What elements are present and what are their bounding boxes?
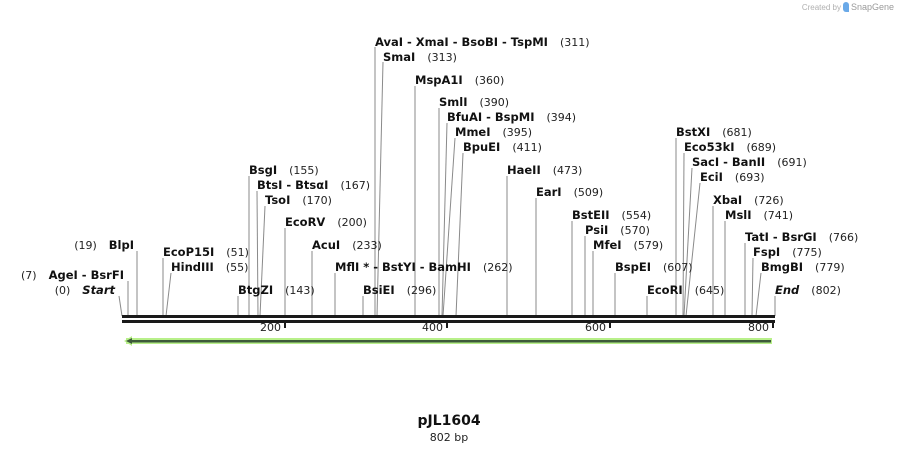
site-label[interactable]: EcoP15I (51) [163, 245, 249, 259]
site-label[interactable]: PsiI (570) [585, 223, 650, 237]
leader-start [118, 295, 123, 317]
site-label[interactable]: MmeI (395) [455, 125, 532, 139]
site-label[interactable]: (19) BlpI [74, 238, 134, 252]
site-label[interactable]: BtgZI (143) [238, 283, 315, 297]
credit-brand: SnapGene [850, 2, 894, 12]
leader-hindiii [165, 272, 172, 317]
site-label[interactable]: SmlI (390) [439, 95, 509, 109]
snapgene-credit: Created by SnapGene [802, 2, 894, 12]
leader-bmgbi [755, 272, 762, 317]
site-label[interactable]: MspA1I (360) [415, 73, 504, 87]
site-label[interactable]: AcuI (233) [312, 238, 382, 252]
snapgene-logo-icon [842, 2, 849, 12]
site-label[interactable]: TsoI (170) [265, 193, 332, 207]
site-label[interactable]: EcoRI (645) [647, 283, 724, 297]
site-label[interactable]: SmaI (313) [383, 50, 457, 64]
site-label[interactable]: MfeI (579) [593, 238, 663, 252]
leader-eco53ki [682, 152, 685, 317]
feature-shaft [130, 340, 771, 343]
tick-600 [609, 323, 611, 328]
site-labels: AvaI - XmaI - BsoBI - TspMI (311) SmaI (31… [21, 35, 858, 297]
site-label[interactable]: HindIII (55) [171, 260, 248, 274]
leader-fspi [751, 257, 754, 317]
site-label[interactable]: AvaI - XmaI - BsoBI - TspMI (311) [375, 35, 590, 49]
site-label[interactable]: TatI - BsrGI (766) [745, 230, 858, 244]
tick-label-400: 400 [422, 321, 443, 334]
leader-ecii [685, 182, 701, 317]
site-label[interactable]: FspI (775) [753, 245, 822, 259]
credit-prefix: Created by [801, 2, 841, 12]
site-label[interactable]: (7) AgeI - BsrFI [21, 268, 124, 282]
leader-bpuei [455, 152, 464, 317]
site-label[interactable]: MflI * - BstYI - BamHI (262) [335, 260, 513, 274]
tick-label-200: 200 [260, 321, 281, 334]
site-label[interactable]: MslI (741) [725, 208, 793, 222]
site-label[interactable]: Eco53kI (689) [684, 140, 776, 154]
leader-saci [683, 167, 693, 317]
site-label[interactable]: SacI - BanII (691) [692, 155, 807, 169]
site-label[interactable]: BpuEI (411) [463, 140, 542, 154]
site-label[interactable]: HaeII (473) [507, 163, 582, 177]
site-label[interactable]: BstXI (681) [676, 125, 752, 139]
backbone-bottom-strand [122, 320, 775, 323]
site-label[interactable]: XbaI (726) [713, 193, 784, 207]
tick-400 [446, 323, 448, 328]
map-length: 802 bp [429, 431, 469, 444]
tick-800 [772, 323, 774, 328]
site-label[interactable]: BsiEI (296) [363, 283, 436, 297]
leader-tsoi [259, 205, 266, 317]
site-label[interactable]: BspEI (607) [615, 260, 693, 274]
backbone-top-strand [122, 315, 775, 318]
site-label[interactable]: BtsI - BtsαI (167) [257, 178, 370, 192]
leader-mmei [442, 137, 456, 317]
map-title: pJL1604 [417, 413, 481, 429]
leader-smai [376, 61, 384, 317]
site-label[interactable]: BsgI (155) [249, 163, 319, 177]
start-label: (0) Start [55, 283, 116, 297]
tick-200 [284, 323, 286, 328]
site-label[interactable]: EcoRV (200) [285, 215, 367, 229]
tick-label-800: 800 [748, 321, 769, 334]
tick-label-600: 600 [585, 321, 606, 334]
site-label[interactable]: BmgBI (779) [761, 260, 845, 274]
ruler-ticks [284, 323, 774, 328]
site-leader-lines [118, 47, 776, 317]
site-label[interactable]: EarI (509) [536, 185, 603, 199]
site-label[interactable]: BfuAI - BspMI (394) [447, 110, 576, 124]
feature-arrow[interactable] [124, 336, 772, 346]
site-label[interactable]: BstEII (554) [572, 208, 651, 222]
site-label[interactable]: EciI (693) [700, 170, 765, 184]
leader-bfuai [441, 122, 448, 317]
arrow-left-icon [126, 338, 132, 344]
end-label: End (802) [775, 283, 841, 297]
leader-btsi [256, 190, 259, 317]
